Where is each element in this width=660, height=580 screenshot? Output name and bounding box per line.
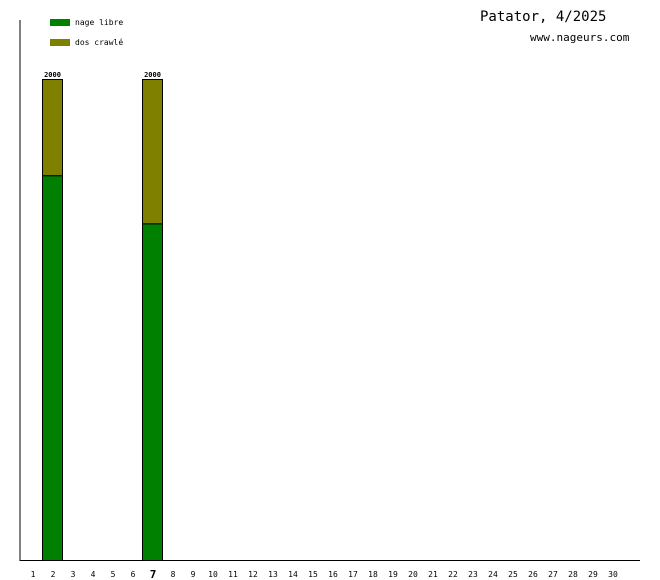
x-tick-label: 14 <box>288 570 298 579</box>
bar-segment <box>142 223 163 562</box>
bar-total-label: 2000 <box>144 71 161 79</box>
x-tick-label: 25 <box>508 570 518 579</box>
chart-title: Patator, 4/2025 <box>480 9 607 25</box>
bar-segment <box>42 175 63 561</box>
x-tick-label: 27 <box>548 570 558 579</box>
x-tick-label: 17 <box>348 570 358 579</box>
x-tick-label: 9 <box>191 570 196 579</box>
bar-segment <box>142 79 163 225</box>
x-tick-label: 18 <box>368 570 378 579</box>
x-tick-label: 26 <box>528 570 538 579</box>
x-tick-label: 8 <box>171 570 176 579</box>
x-tick-label: 16 <box>328 570 338 579</box>
x-tick-label: 1 <box>31 570 36 579</box>
x-tick-label: 12 <box>248 570 258 579</box>
x-tick-label: 2 <box>51 570 56 579</box>
x-tick-label: 7 <box>150 568 157 580</box>
x-tick-label: 30 <box>608 570 618 579</box>
x-tick-label: 10 <box>208 570 218 579</box>
x-tick-label: 20 <box>408 570 418 579</box>
x-tick-label: 22 <box>448 570 458 579</box>
x-tick-label: 21 <box>428 570 438 579</box>
bar-segment <box>42 79 63 177</box>
legend-label: dos crawlé <box>75 37 123 47</box>
legend-label: nage libre <box>75 18 123 27</box>
x-tick-labels: 1 2 3 4 5 6 7 8 9 10 11 12 13 14 15 16 17 18 19 20 21 22 23 24 2… <box>31 568 618 580</box>
x-tick-label: 23 <box>468 570 478 579</box>
x-tick-label: 29 <box>588 570 598 579</box>
x-tick-label: 3 <box>71 570 76 579</box>
bar-total-label: 2000 <box>44 71 61 79</box>
legend-swatch <box>50 39 70 46</box>
legend: nage libre dos crawlé <box>50 18 123 47</box>
bars <box>42 79 163 562</box>
x-tick-label: 28 <box>568 570 578 579</box>
x-tick-label: 15 <box>308 570 318 579</box>
x-tick-label: 5 <box>111 570 116 579</box>
chart-subtitle: www.nageurs.com <box>530 31 630 44</box>
x-tick-label: 6 <box>131 570 136 579</box>
x-tick-label: 19 <box>388 570 398 579</box>
x-tick-label: 24 <box>488 570 498 579</box>
x-tick-label: 11 <box>228 570 238 579</box>
x-tick-label: 4 <box>91 570 96 579</box>
total-labels: 2000 2000 <box>44 71 161 79</box>
x-tick-label: 13 <box>268 570 278 579</box>
legend-swatch <box>50 19 70 26</box>
